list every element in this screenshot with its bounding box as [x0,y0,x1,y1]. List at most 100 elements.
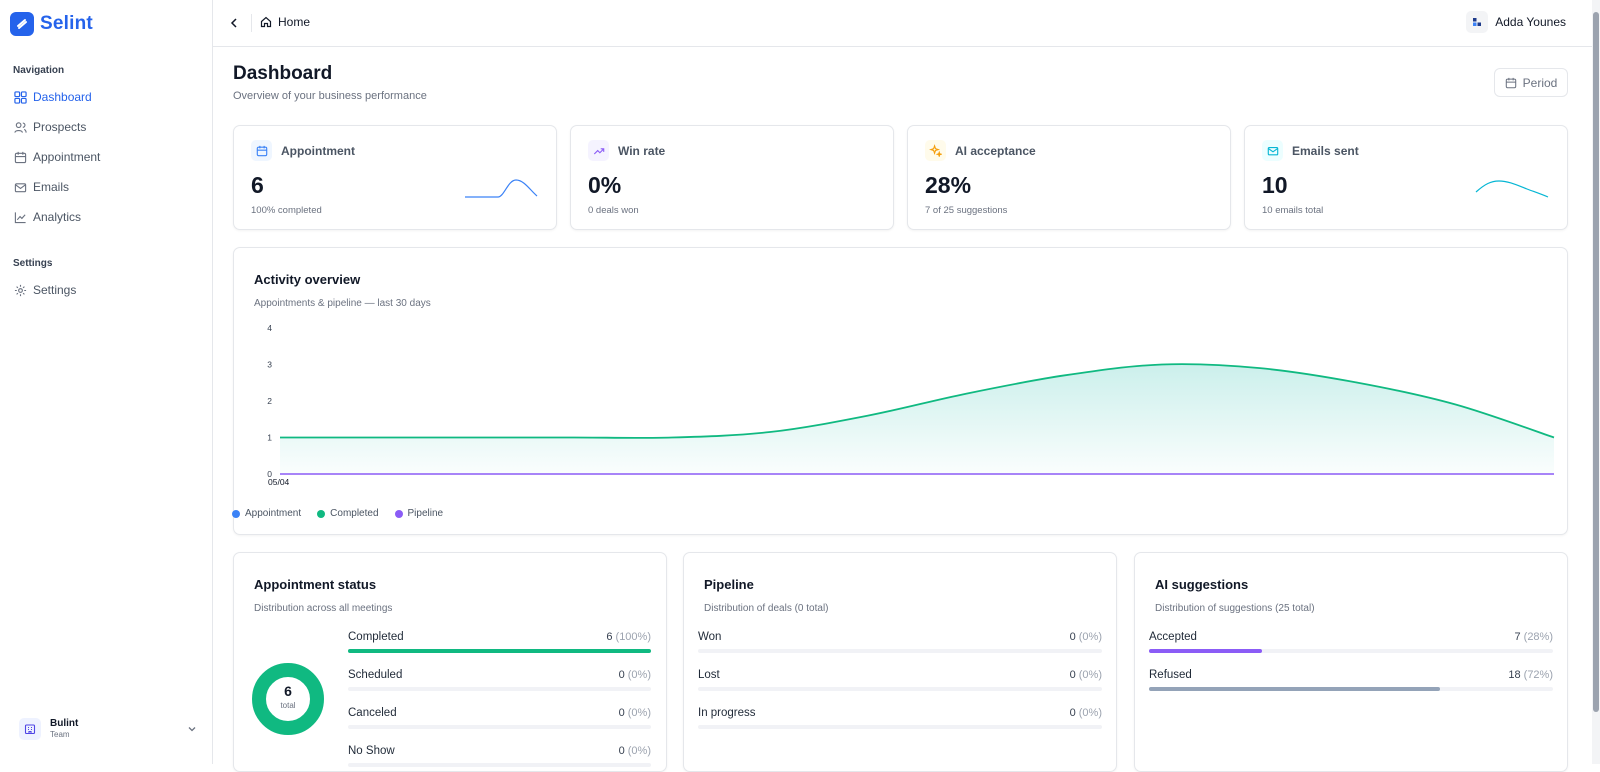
sidebar-item-dashboard[interactable]: Dashboard [14,88,92,106]
topbar: Home Adda Younes [213,0,1592,47]
donut-total: 6 [284,683,292,699]
legend-item-appointment[interactable]: Appointment [232,508,301,519]
distribution-row: Completed 6 (100%) [348,631,651,655]
legend-dot [394,509,403,518]
y-tick-label: 3 [267,360,272,370]
calendar-icon [14,151,27,163]
calendar-icon [1505,77,1516,88]
period-button[interactable]: Period [1494,68,1568,97]
page-title: Dashboard [233,63,333,84]
chart-legend: Appointment Completed Pipeline [232,508,443,519]
avatar [1466,11,1489,33]
legend-item-pipeline[interactable]: Pipeline [394,508,444,519]
breadcrumb-home[interactable]: Home [260,15,310,29]
progress-track [698,725,1102,729]
y-tick-label: 0 [267,469,272,479]
row-value: 0 (0%) [619,745,651,757]
row-value: 0 (0%) [1070,669,1102,681]
stat-card-emails-sent[interactable]: Emails sent 10 10 emails total [1244,125,1568,230]
row-percent: (0%) [627,745,651,757]
row-count: 0 [1069,669,1076,681]
row-count: 0 [618,707,625,719]
sidebar-item-label: Emails [33,180,70,194]
distribution-row: Refused 18 (72%) [1149,669,1553,693]
stat-card-appointment[interactable]: Appointment 6 100% completed [233,125,557,230]
donut-chart: 6 total [251,662,325,736]
legend-label: Appointment [245,508,302,519]
row-count: 18 [1508,669,1521,681]
row-count: 7 [1514,631,1521,643]
team-switcher[interactable]: Bulint Team [19,718,197,740]
distribution-row: Accepted 7 (28%) [1149,631,1553,655]
sidebar-item-appointment[interactable]: Appointment [14,148,100,166]
progress-track [1149,687,1553,691]
stat-label: Win rate [618,144,666,158]
breadcrumb-label: Home [278,15,311,29]
legend-label: Pipeline [407,508,444,519]
card-title: Activity overview [254,272,361,287]
user-menu[interactable]: Adda Younes [1466,11,1566,33]
sidebar-item-settings[interactable]: Settings [14,281,76,299]
distribution-row: Lost 0 (0%) [698,669,1102,693]
row-value: 7 (28%) [1514,631,1553,643]
sidebar-item-label: Appointment [33,150,101,164]
distribution-row: Won 0 (0%) [698,631,1102,655]
sidebar-item-analytics[interactable]: Analytics [14,208,81,226]
card-title: AI suggestions [1155,577,1249,592]
row-label: Canceled [348,707,397,719]
y-tick-label: 4 [267,323,272,333]
row-label: Won [698,631,722,643]
calendar-icon [251,140,272,161]
stat-label: AI acceptance [955,144,1036,158]
stat-card-ai-acceptance[interactable]: AI acceptance 28% 7 of 25 suggestions [907,125,1231,230]
legend-item-completed[interactable]: Completed [317,508,379,519]
page-scrollbar[interactable] [1592,0,1600,764]
progress-track [698,649,1102,653]
logo-icon [10,12,34,36]
sidebar-item-emails[interactable]: Emails [14,178,69,196]
row-label: Scheduled [348,669,403,681]
ai-suggestions-card: AI suggestions Distribution of suggestio… [1134,552,1568,772]
progress-fill [348,649,651,653]
legend-dot [232,509,240,518]
row-percent: (0%) [1078,669,1102,681]
sidebar-item-label: Prospects [33,120,87,134]
legend-dot [317,509,326,518]
row-percent: (0%) [1078,707,1102,719]
status-list: Completed 6 (100%) Scheduled 0 (0%) Canceled… [348,631,651,771]
sparkles-icon [925,140,946,161]
pipeline-card: Pipeline Distribution of deals (0 total)… [683,552,1117,772]
row-value: 6 (100%) [606,631,651,643]
distribution-row: In progress 0 (0%) [698,707,1102,731]
stat-card-win-rate[interactable]: Win rate 0% 0 deals won [570,125,894,230]
x-tick-label: 05/04 [268,477,290,487]
progress-track [348,687,651,691]
stat-value: 10 [1262,172,1288,198]
row-count: 0 [1069,631,1076,643]
row-label: Lost [698,669,720,681]
scrollbar-thumb[interactable] [1593,12,1599,712]
stat-subtext: 100% completed [251,205,322,216]
nav-section-navigation: Navigation [13,65,65,76]
row-label: No Show [348,745,395,757]
users-icon [14,121,27,133]
sidebar-item-label: Dashboard [33,90,92,104]
card-subtitle: Distribution of deals (0 total) [704,603,829,614]
row-value: 0 (0%) [1070,707,1102,719]
app-logo[interactable]: Selint [10,12,93,36]
progress-fill [1149,649,1263,653]
donut-total-label: total [280,701,296,710]
card-subtitle: Appointments & pipeline — last 30 days [254,298,431,309]
ai-list: Accepted 7 (28%) Refused 18 (72%) [1149,631,1553,771]
row-count: 0 [618,745,625,757]
row-label: In progress [698,707,756,719]
row-count: 0 [618,669,625,681]
row-label: Completed [348,631,404,643]
sidebar-item-label: Settings [33,283,77,297]
app-name: Selint [40,13,93,34]
distribution-row: Scheduled 0 (0%) [348,669,651,693]
card-subtitle: Distribution across all meetings [254,603,393,614]
y-tick-label: 2 [267,396,272,406]
back-arrow-icon[interactable] [227,16,241,30]
sidebar-item-prospects[interactable]: Prospects [14,118,86,136]
